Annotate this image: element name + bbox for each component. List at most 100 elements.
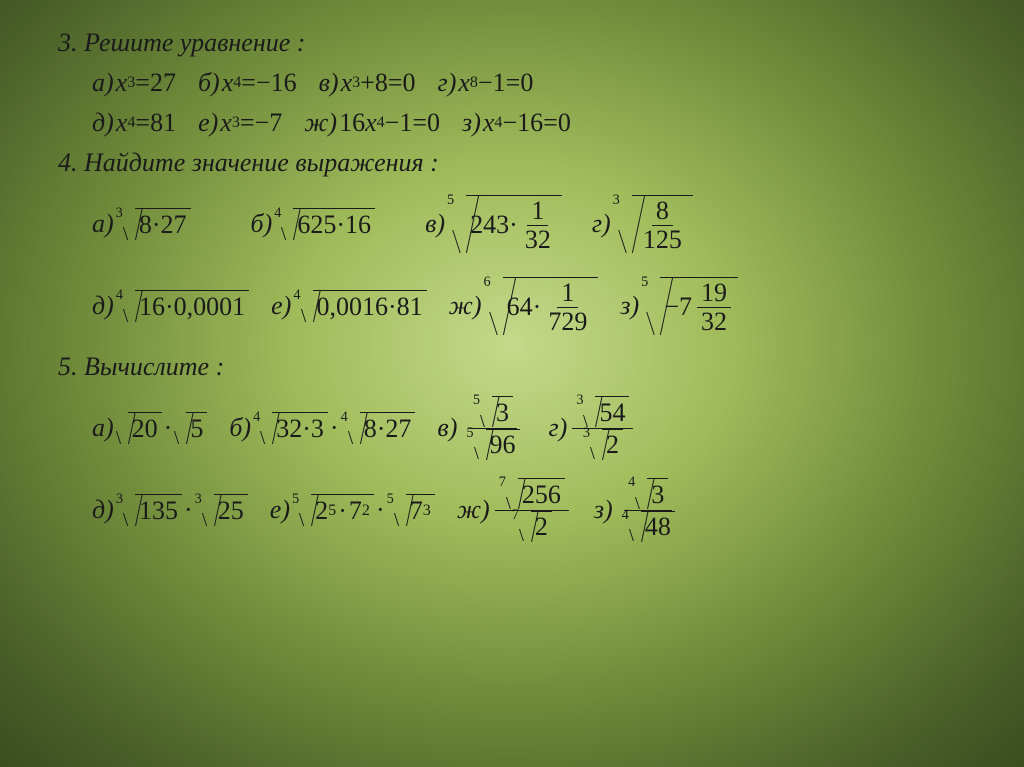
p3zh-minus: 1: [399, 108, 412, 138]
dot: ·: [330, 413, 339, 443]
p4e: е) 4 0,0016·81: [271, 290, 427, 322]
p3z-base: x: [483, 108, 495, 138]
dot: ·: [376, 495, 385, 525]
p3z-rhs: 0: [558, 108, 571, 138]
p5b-r2: 8·27: [360, 412, 416, 444]
p3zh: ж) 16x4 −1 = 0: [304, 108, 440, 138]
p4g-frac: 8 125: [639, 197, 686, 253]
p4v-root: 5 243· 1 32: [447, 195, 562, 253]
label-b: б): [251, 209, 273, 239]
p5-row1: а) 20 · 5 б) 4 32·3 · 4 8·27 в) 53 596: [92, 392, 966, 464]
p3b-base: x: [222, 68, 234, 98]
p4e-idx: 4: [293, 287, 300, 304]
label-g: г): [549, 413, 568, 443]
label-zh: ж): [304, 108, 337, 138]
p5z-den: 448: [618, 511, 679, 542]
p4z-rad: − 7 19 32: [660, 277, 738, 335]
label-e: е): [271, 291, 291, 321]
p4zh-num: 1: [557, 279, 578, 307]
plus-sign: +: [360, 68, 375, 98]
p4zh: ж) 6 64· 1 729: [449, 277, 599, 335]
p3z-minus: 16: [517, 108, 543, 138]
label-e: е): [198, 108, 218, 138]
equals-sign: =: [241, 68, 256, 98]
p5a-root1: 20: [116, 412, 162, 444]
section-3-title: Решите уравнение :: [84, 28, 305, 57]
section-5-heading: 5. Вычислите :: [58, 352, 966, 382]
p5g-didx: 3: [583, 426, 590, 441]
label-v: в): [425, 209, 445, 239]
p3a-rhs: 27: [150, 68, 176, 98]
label-zh: ж): [449, 291, 482, 321]
p4z-frac: 19 32: [697, 279, 731, 335]
p4g-root: 3 8 125: [613, 195, 693, 253]
p5e-r1: 25·72: [311, 494, 374, 526]
p5d-root2: 3 25: [195, 494, 248, 526]
p3e-rhs: −7: [255, 108, 283, 138]
p4z-num: 19: [697, 279, 731, 307]
equals-sign: =: [135, 108, 150, 138]
p4z-mixed: 7 19 32: [679, 279, 734, 335]
p3v-rhs: 0: [403, 68, 416, 98]
p4v-num: 1: [527, 197, 548, 225]
p5zh-didx: 7: [512, 508, 519, 523]
minus-sign: −: [385, 108, 400, 138]
p5b-idx2: 4: [341, 409, 348, 426]
p5d-idx1: 3: [116, 491, 123, 508]
p5zh-nrad: 256: [518, 478, 565, 509]
p5zh-frac: 7256 72: [495, 478, 569, 541]
equals-sign: =: [412, 108, 427, 138]
p3zh-coef: 16: [339, 108, 365, 138]
p3g-rhs: 0: [520, 68, 533, 98]
p4b-rad: 625·16: [293, 208, 375, 240]
p4v-idx: 5: [447, 192, 454, 209]
section-3-num: 3.: [58, 28, 78, 57]
p3v: в) x3 + 8 = 0: [319, 68, 416, 98]
p3zh-base: x: [365, 108, 377, 138]
label-d: д): [92, 108, 114, 138]
p5g-num: 354: [572, 396, 633, 428]
p4v-whole: 243·: [470, 210, 518, 240]
p5g: г) 354 32: [549, 396, 637, 459]
minus-sign: −: [478, 68, 493, 98]
p5e: е) 5 25·72 · 5 73: [270, 494, 435, 526]
p4v: в) 5 243· 1 32: [425, 195, 562, 253]
p3v-plus: 8: [375, 68, 388, 98]
p4z: з) 5 − 7 19 32: [620, 277, 738, 335]
label-a: а): [92, 209, 114, 239]
label-z: з): [594, 495, 613, 525]
label-e: е): [270, 495, 290, 525]
p5zh-num: 7 256: [495, 478, 569, 510]
p4zh-den: 729: [544, 308, 591, 335]
p4z-idx: 5: [641, 274, 648, 291]
p5z-frac: 43 448: [618, 478, 679, 541]
p4a-rad: 8·27: [135, 208, 191, 240]
p3d: д) x4 = 81: [92, 108, 176, 138]
p4zh-rad: 64· 1 729: [503, 277, 599, 335]
p5zh-nidx: 7: [499, 475, 506, 490]
p4g: г) 3 8 125: [592, 195, 693, 253]
p5zh: ж) 7256 72: [457, 478, 572, 541]
p3-row1: а) x3 = 27 б) x4 = −16 в) x3 + 8 = 0 г) …: [92, 68, 966, 98]
p3g: г) x8 −1 = 0: [438, 68, 534, 98]
p5d-r1: 135: [135, 494, 182, 526]
section-5-num: 5.: [58, 352, 78, 381]
p3e-base: x: [220, 108, 232, 138]
p3d-rhs: 81: [150, 108, 176, 138]
p4z-root: 5 − 7 19 32: [641, 277, 738, 335]
p5g-den: 32: [579, 429, 627, 460]
label-b: б): [198, 68, 220, 98]
p4d-rad: 16·0,0001: [135, 290, 249, 322]
p3a: а) x3 = 27: [92, 68, 176, 98]
label-d: д): [92, 495, 114, 525]
p4v-frac: 1 32: [521, 197, 555, 253]
p4zh-idx: 6: [484, 274, 491, 291]
label-z: з): [620, 291, 639, 321]
equals-sign: =: [135, 68, 150, 98]
equals-sign: =: [506, 68, 521, 98]
p3z: з) x4 −16 = 0: [462, 108, 571, 138]
p5e-root2: 5 73: [387, 494, 435, 526]
p3g-base: x: [458, 68, 470, 98]
equals-sign: =: [543, 108, 558, 138]
p4z-den: 32: [697, 308, 731, 335]
